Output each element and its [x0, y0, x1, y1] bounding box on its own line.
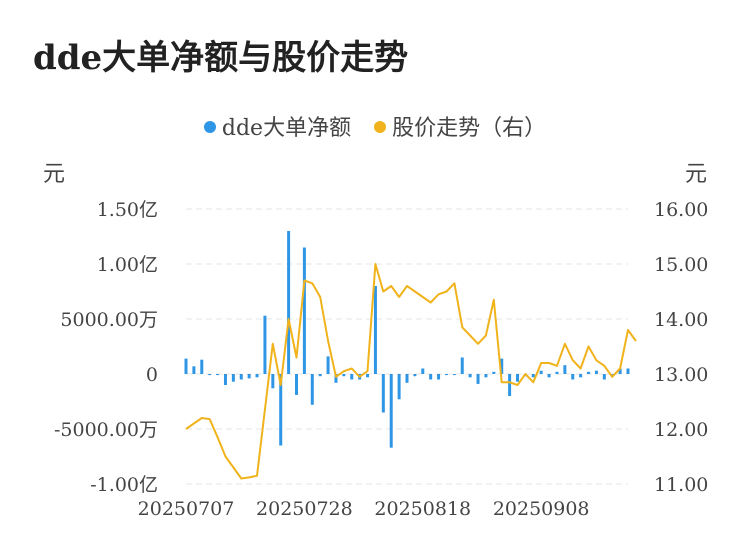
bar	[476, 374, 480, 384]
bar	[484, 374, 488, 378]
bar	[421, 368, 425, 374]
bar	[405, 374, 409, 383]
bar	[208, 374, 212, 376]
x-tick-label: 20250818	[374, 498, 471, 520]
right-axis-unit: 元	[685, 162, 708, 187]
bar	[594, 370, 598, 374]
y-right-tick-label: 14.00	[654, 309, 708, 331]
x-tick-label: 20250707	[138, 498, 235, 520]
chart-title: dde大单净额与股价走势	[33, 38, 409, 78]
bar	[508, 374, 512, 396]
bar	[295, 374, 298, 395]
bar	[200, 359, 204, 374]
bar	[342, 374, 346, 377]
y-right-tick-label: 12.00	[654, 419, 708, 441]
x-tick-label: 20250728	[256, 498, 353, 520]
bar	[531, 374, 535, 378]
bar	[381, 374, 385, 413]
legend-item-dde[interactable]: dde大单净额	[203, 110, 352, 142]
bar	[184, 358, 188, 374]
bar	[318, 374, 322, 377]
y-left-tick-label: 0	[146, 364, 158, 386]
legend-label-dde: dde大单净额	[221, 116, 352, 141]
bar	[492, 371, 496, 374]
y-right-tick-label: 13.00	[654, 364, 708, 386]
legend-label-price: 股价走势（右）	[392, 116, 547, 141]
bar	[231, 374, 235, 382]
bar	[460, 357, 464, 374]
x-tick-label: 20250908	[493, 498, 590, 520]
bar	[271, 374, 275, 389]
legend: dde大单净额 股价走势（右）	[0, 110, 750, 142]
y-left-tick-label: 1.50亿	[97, 199, 158, 221]
y-left-tick-label: -1.00亿	[90, 474, 158, 496]
bar	[539, 370, 543, 374]
bar	[255, 374, 259, 378]
price-line	[185, 263, 637, 480]
bar	[563, 365, 567, 374]
bar	[500, 358, 504, 374]
y-right-tick-label: 16.00	[654, 199, 708, 221]
bar	[571, 374, 575, 380]
bar	[429, 374, 433, 380]
bar	[618, 368, 622, 374]
left-axis-unit: 元	[43, 162, 66, 187]
bar	[555, 371, 559, 374]
bar	[587, 371, 591, 374]
bar	[452, 374, 456, 376]
bar	[413, 374, 417, 377]
bar	[263, 315, 267, 374]
bar	[516, 374, 519, 382]
bar	[389, 374, 393, 448]
legend-item-price[interactable]: 股价走势（右）	[374, 110, 546, 142]
y-left-tick-label: -5000.00万	[54, 419, 158, 441]
bar	[579, 374, 583, 378]
y-left-tick-label: 1.00亿	[97, 254, 158, 276]
bar	[350, 374, 354, 380]
bar	[192, 366, 196, 374]
y-right-tick-label: 11.00	[654, 474, 708, 496]
bar	[279, 374, 283, 446]
bar	[287, 231, 291, 374]
bar	[216, 374, 220, 376]
y-right-tick-label: 15.00	[654, 254, 708, 276]
bar	[547, 374, 551, 378]
bar	[223, 374, 227, 385]
bar	[437, 374, 441, 380]
bar	[602, 374, 606, 380]
bar	[310, 374, 314, 405]
y-left-tick-label: 5000.00万	[60, 309, 158, 331]
bar	[366, 374, 370, 378]
bar	[373, 286, 377, 374]
bar	[610, 374, 614, 377]
legend-marker-price	[374, 121, 387, 133]
bar	[247, 374, 251, 379]
bar	[626, 368, 630, 374]
bar	[334, 374, 338, 383]
bar	[326, 356, 330, 374]
bar	[302, 247, 306, 374]
bar	[239, 374, 243, 380]
bar	[444, 374, 448, 376]
legend-marker-dde	[203, 121, 216, 133]
bar	[397, 374, 401, 400]
bar	[468, 374, 472, 378]
